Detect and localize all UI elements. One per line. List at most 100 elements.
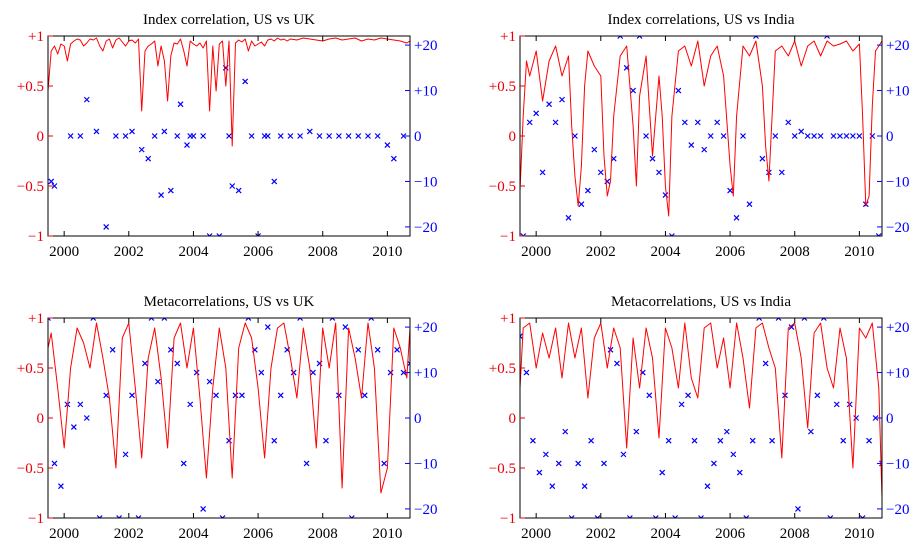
scatter-series (520, 318, 882, 518)
scatter-point (736, 469, 743, 476)
scatter-point (342, 324, 349, 331)
scatter-point (297, 318, 304, 321)
y-left-tick-label: +0.5 (17, 361, 44, 377)
scatter-point (242, 78, 249, 85)
scatter-point (849, 133, 856, 139)
scatter-point (303, 460, 310, 467)
scatter-point (142, 360, 148, 367)
line-series (520, 40, 882, 217)
y-right-tick-label: 0 (886, 129, 894, 145)
y-left-tick-label: 0 (509, 411, 517, 427)
scatter-point (723, 428, 730, 435)
x-tick-label: 2000 (49, 244, 79, 260)
scatter-point (245, 318, 252, 321)
scatter-point (552, 119, 559, 126)
y-left-tick-label: −0.5 (489, 179, 516, 195)
scatter-point (248, 133, 255, 139)
scatter-point (749, 437, 756, 444)
scatter-point (675, 87, 682, 94)
scatter-point (688, 142, 695, 149)
scatter-point (555, 460, 562, 467)
scatter-point (575, 460, 582, 467)
y-right-tick-label: +10 (414, 366, 437, 382)
y-right-tick-label: +20 (886, 38, 909, 54)
y-right-tick-label: +20 (414, 320, 437, 336)
scatter-point (368, 318, 375, 321)
scatter-point (277, 133, 284, 139)
scatter-point (48, 178, 55, 185)
scatter-point (652, 515, 659, 518)
x-tick-label: 2008 (308, 244, 338, 260)
scatter-point (365, 133, 371, 139)
x-tick-label: 2000 (49, 526, 79, 542)
scatter-point (730, 451, 737, 458)
scatter-point (672, 515, 679, 518)
scatter-point (235, 187, 242, 194)
scatter-point (145, 155, 152, 162)
scatter-point (559, 96, 565, 103)
scatter-point (785, 119, 792, 126)
scatter-point (239, 392, 245, 399)
scatter-point (271, 178, 278, 185)
x-tick-label: 2010 (372, 244, 402, 260)
scatter-point (271, 437, 278, 444)
scatter-point (872, 415, 879, 421)
scatter-point (588, 437, 595, 444)
chart-panel-1: Index correlation, US vs UK −1 −0.5 0 +0.5 +1… (17, 12, 438, 260)
scatter-point (329, 318, 336, 321)
scatter-point (846, 401, 853, 408)
scatter-point (707, 133, 714, 139)
scatter-point (830, 133, 837, 139)
scatter-point (323, 437, 329, 444)
scatter-point (232, 392, 239, 399)
scatter-point (187, 401, 194, 408)
scatter-point (837, 133, 843, 139)
scatter-point (578, 201, 585, 208)
scatter-point (694, 119, 701, 126)
scatter-point (649, 155, 656, 162)
scatter-point (355, 133, 362, 139)
scatter-point (733, 214, 740, 221)
scatter-point (875, 233, 882, 236)
y-left-tick-label: +0.5 (489, 361, 516, 377)
scatter-point (287, 133, 294, 139)
scatter-point (804, 133, 811, 139)
x-tick-label: 2004 (650, 244, 681, 260)
scatter-point (112, 133, 119, 139)
scatter-point (594, 515, 601, 518)
scatter-point (161, 128, 168, 135)
scatter-point (701, 146, 708, 153)
x-tick-label: 2000 (521, 526, 551, 542)
scatter-point (565, 214, 572, 221)
scatter-point (216, 233, 223, 236)
line-series (48, 322, 410, 494)
line-series (520, 322, 882, 499)
y-left-tick-label: 0 (509, 129, 517, 145)
scatter-point (174, 133, 181, 139)
scatter-point (51, 460, 58, 467)
x-tick-label: 2002 (586, 526, 616, 542)
scatter-point (791, 133, 798, 139)
scatter-point (662, 192, 669, 199)
scatter-point (290, 369, 297, 376)
scatter-point (193, 369, 200, 376)
scatter-point (788, 324, 795, 331)
y-right-tick-label: −10 (414, 174, 437, 190)
scatter-point (96, 515, 103, 518)
scatter-point (681, 119, 688, 126)
scatter-point (93, 128, 100, 135)
x-tick-label: 2006 (243, 526, 274, 542)
scatter-point (177, 101, 184, 108)
scatter-point (306, 128, 313, 135)
x-tick-label: 2010 (372, 526, 402, 542)
scatter-point (698, 515, 704, 518)
scatter-point (633, 428, 640, 435)
y-left-tick-label: −1 (500, 511, 516, 527)
y-left-tick-label: −1 (28, 229, 44, 245)
y-right-tick-label: +10 (886, 84, 909, 100)
scatter-point (184, 142, 190, 149)
scatter-point (226, 437, 232, 444)
y-left-tick-label: 0 (37, 129, 45, 145)
x-tick-label: 2002 (114, 244, 144, 260)
y-right-tick-label: +10 (414, 84, 437, 100)
